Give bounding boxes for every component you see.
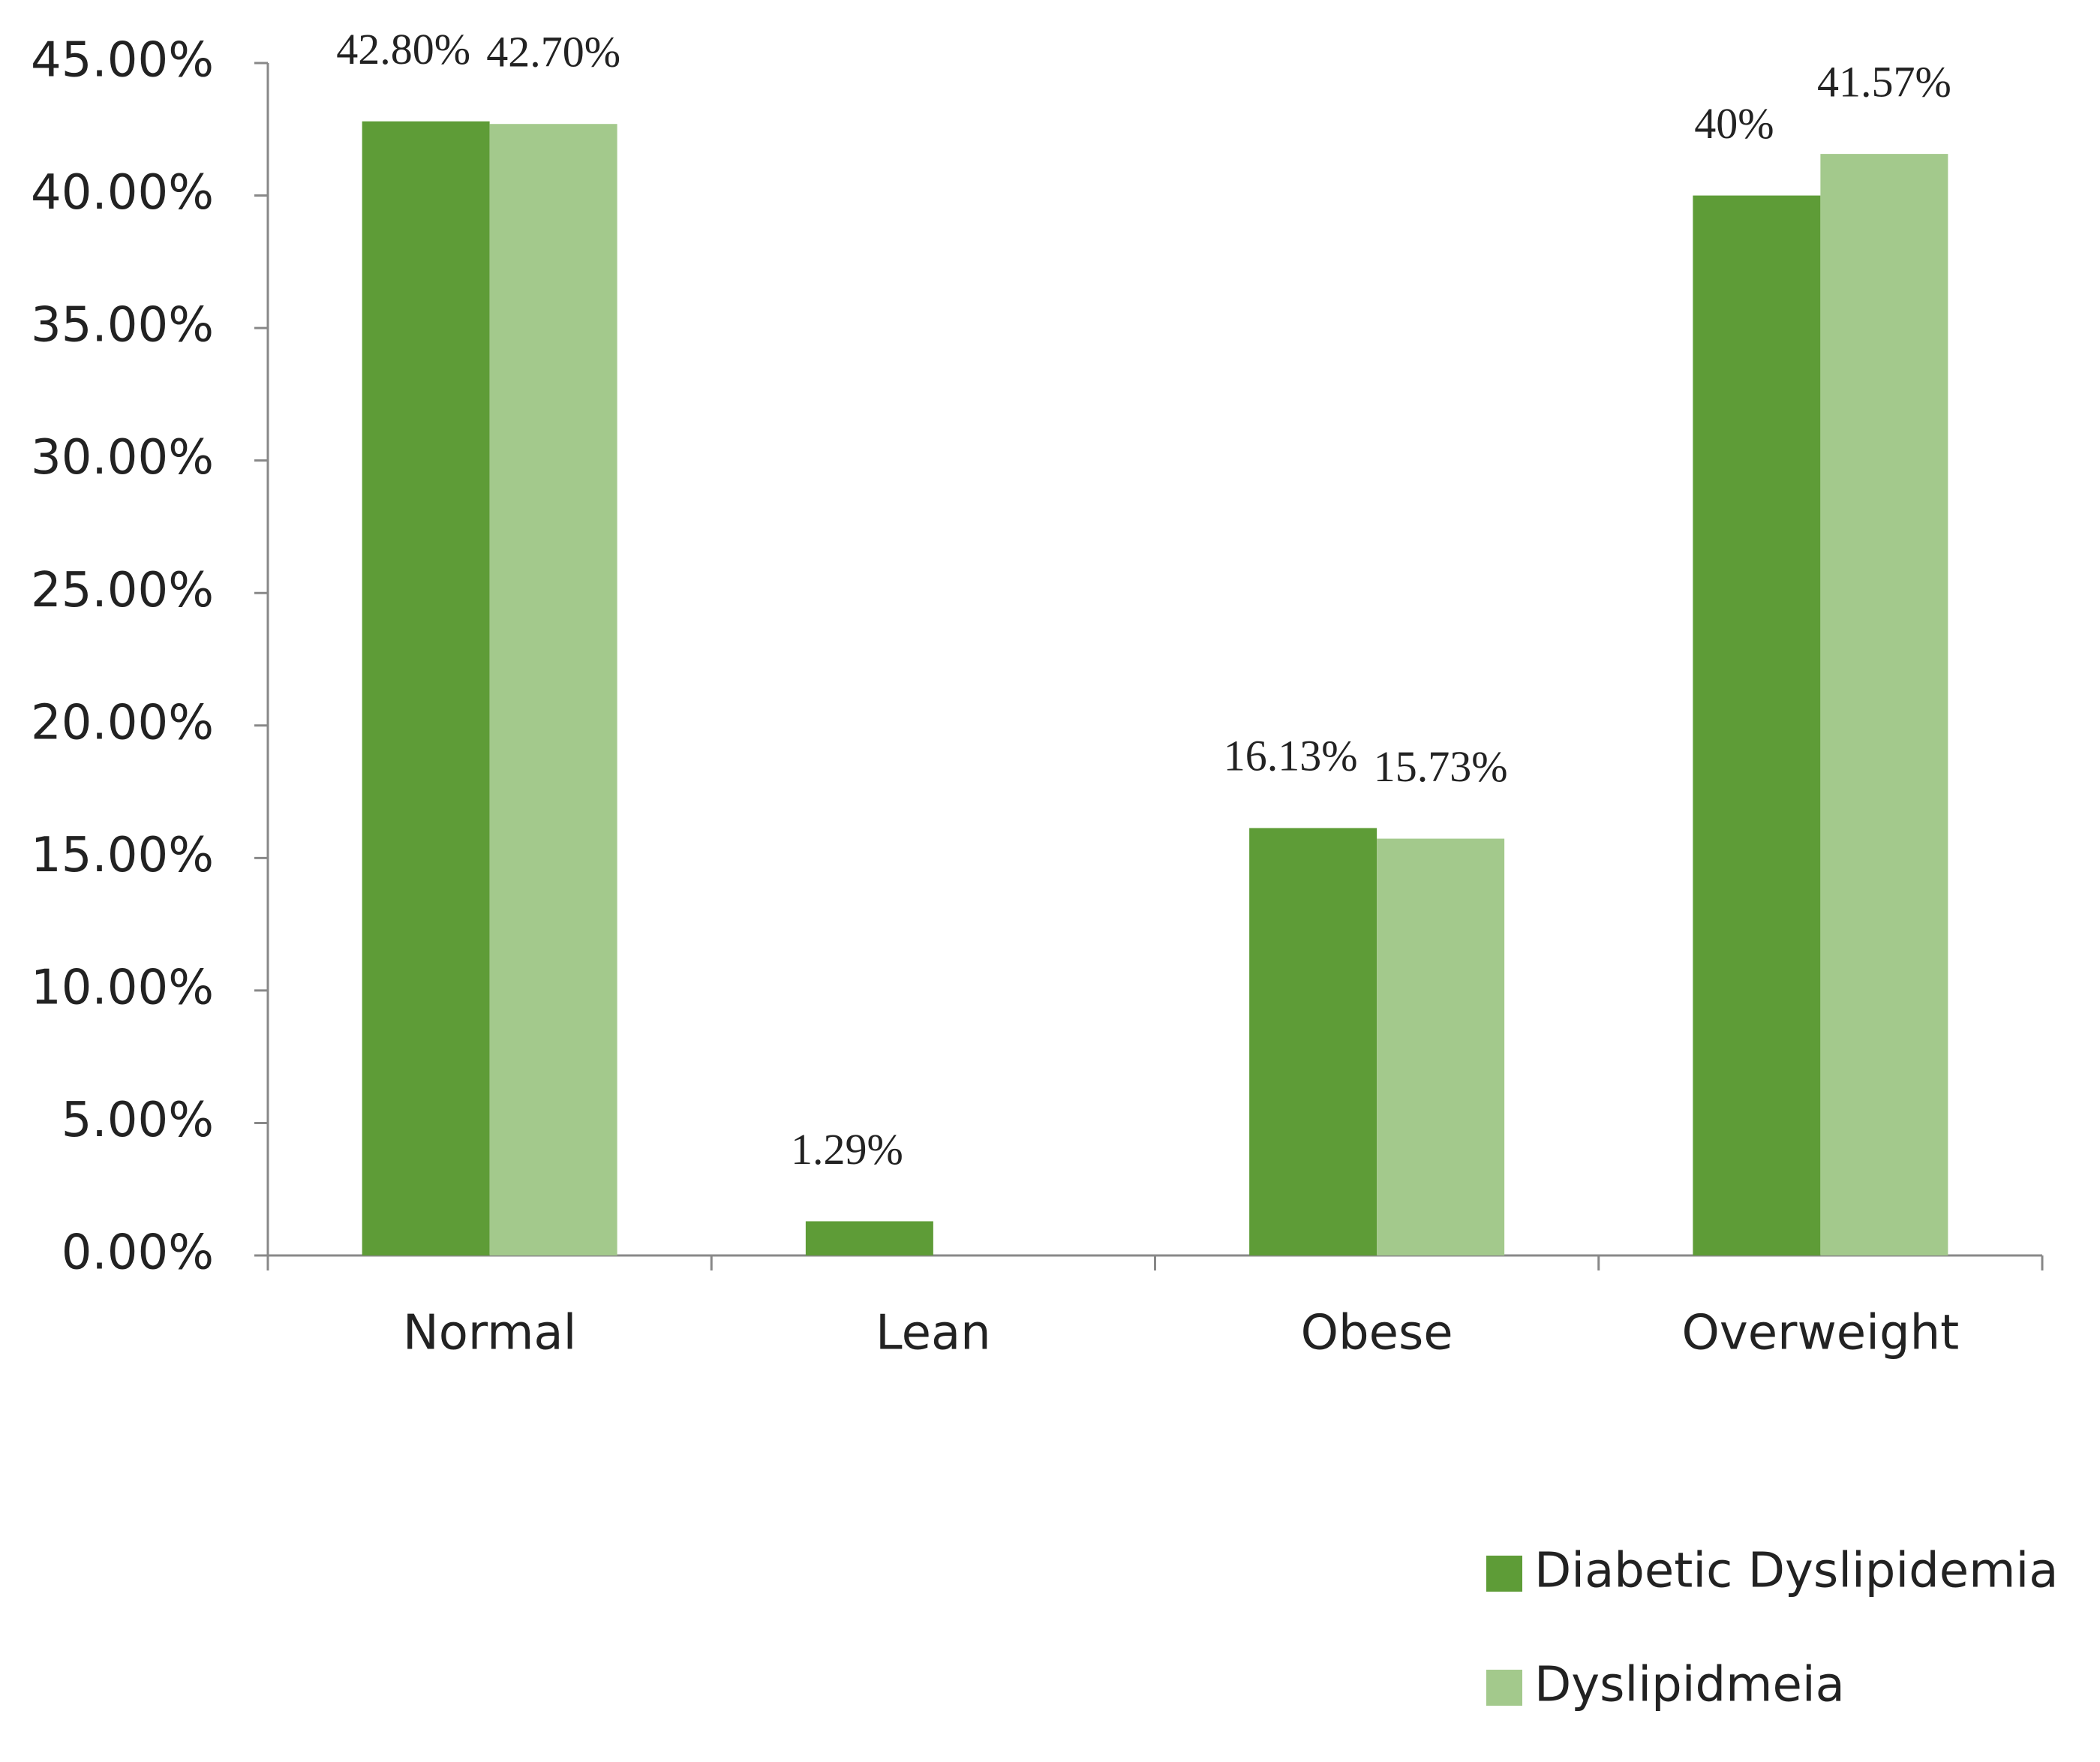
x-tick-label: Overweight — [1682, 1306, 1960, 1361]
y-tick-label: 5.00% — [62, 1093, 214, 1148]
bar — [489, 124, 617, 1255]
value-label: 42.70% — [486, 28, 620, 77]
legend-swatch — [1486, 1556, 1522, 1592]
bar — [1249, 828, 1377, 1255]
bar — [1693, 195, 1821, 1255]
y-tick-label: 40.00% — [31, 165, 214, 221]
y-tick-label: 25.00% — [31, 563, 214, 618]
bar — [1377, 838, 1505, 1255]
bar — [362, 121, 490, 1255]
value-label: 16.13% — [1224, 732, 1358, 780]
x-tick-label: Obese — [1301, 1306, 1453, 1361]
value-label: 1.29% — [791, 1125, 903, 1174]
value-label: 15.73% — [1374, 742, 1508, 791]
bar — [1820, 154, 1948, 1256]
y-tick-label: 45.00% — [31, 33, 214, 89]
x-tick-label: Normal — [403, 1306, 577, 1361]
legend-label: Dyslipidmeia — [1534, 1658, 1845, 1713]
y-tick-label: 15.00% — [31, 828, 214, 883]
legend-swatch — [1486, 1670, 1522, 1706]
y-tick-label: 30.00% — [31, 430, 214, 486]
legend-label: Diabetic Dyslipidemia — [1534, 1544, 2059, 1599]
y-tick-label: 35.00% — [31, 298, 214, 353]
value-label: 41.57% — [1817, 57, 1951, 106]
y-tick-label: 10.00% — [31, 960, 214, 1015]
value-label: 40% — [1694, 99, 1774, 148]
bar — [805, 1221, 933, 1255]
value-label: 42.80% — [336, 25, 470, 74]
x-tick-label: Lean — [876, 1306, 991, 1361]
y-tick-label: 0.00% — [62, 1225, 214, 1281]
y-tick-label: 20.00% — [31, 695, 214, 750]
